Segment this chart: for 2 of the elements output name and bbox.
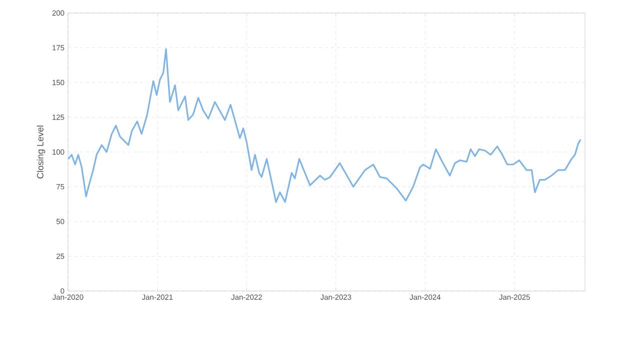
y-axis-title: Closing Level xyxy=(36,126,46,178)
line-series xyxy=(68,48,582,203)
